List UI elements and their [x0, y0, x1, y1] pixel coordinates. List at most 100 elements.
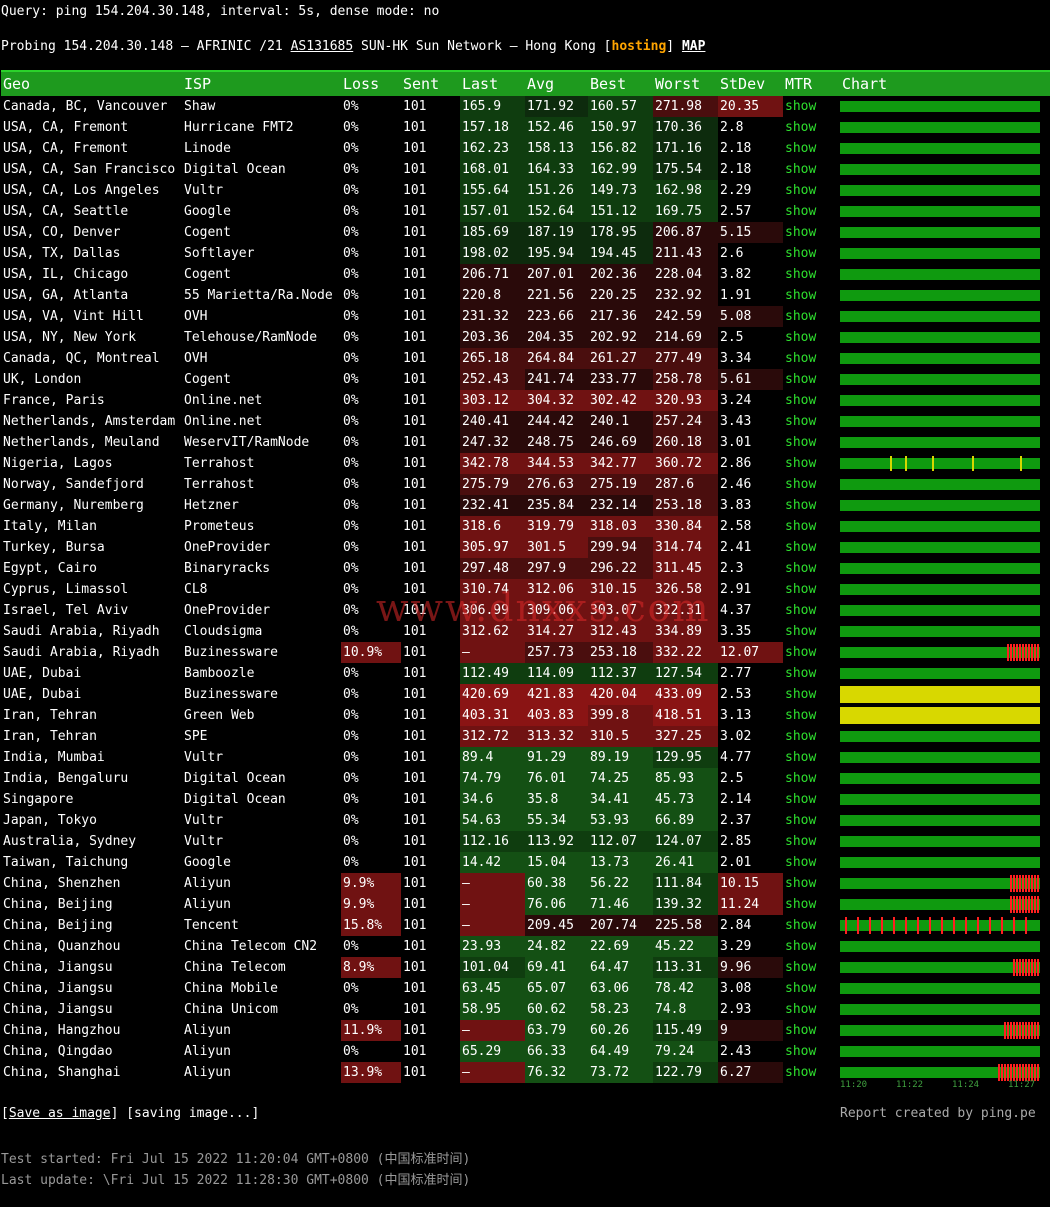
- mtr-show-link[interactable]: show: [785, 267, 817, 282]
- probe-prefix: Probing 154.204.30.148 — AFRINIC /21: [1, 39, 291, 54]
- mtr-show-link[interactable]: show: [785, 792, 817, 807]
- mtr-show-link[interactable]: show: [785, 876, 817, 891]
- cell-sent: 101: [403, 729, 427, 744]
- cell-best: 275.19: [588, 474, 653, 495]
- cell-last: 65.29: [460, 1041, 525, 1062]
- mtr-show-link[interactable]: show: [785, 162, 817, 177]
- mtr-show-link[interactable]: show: [785, 687, 817, 702]
- ping-results-table: Geo ISP Loss Sent Last Avg Best Worst StDev MTR Ch…: [1, 70, 1050, 1083]
- latency-sparkline: [840, 306, 1050, 327]
- latency-sparkline: [840, 96, 1050, 117]
- mtr-show-link[interactable]: show: [785, 1044, 817, 1059]
- cell-loss: 13.9%: [341, 1062, 401, 1083]
- cell-avg: 235.84: [525, 495, 588, 516]
- cell-geo: China, Shenzhen: [3, 876, 121, 891]
- mtr-show-link[interactable]: show: [785, 666, 817, 681]
- asn-link[interactable]: AS131685: [290, 39, 354, 54]
- mtr-show-link[interactable]: show: [785, 120, 817, 135]
- mtr-show-link[interactable]: show: [785, 309, 817, 324]
- map-link[interactable]: MAP: [681, 39, 706, 54]
- mtr-show-link[interactable]: show: [785, 1002, 817, 1017]
- mtr-show-link[interactable]: show: [785, 1023, 817, 1038]
- sparkline-bar: [840, 206, 1040, 217]
- cell-worst: 334.89: [653, 621, 718, 642]
- mtr-show-link[interactable]: show: [785, 498, 817, 513]
- cell-geo: India, Bengaluru: [3, 771, 129, 786]
- cell-last: 306.99: [460, 600, 525, 621]
- mtr-show-link[interactable]: show: [785, 771, 817, 786]
- cell-best: 89.19: [588, 747, 653, 768]
- mtr-show-link[interactable]: show: [785, 813, 817, 828]
- cell-best: 299.94: [588, 537, 653, 558]
- loss-mark: [1013, 917, 1015, 934]
- cell-worst: 162.98: [653, 180, 718, 201]
- sparkline-bar: [840, 584, 1040, 595]
- cell-avg: 207.01: [525, 264, 588, 285]
- mtr-show-link[interactable]: show: [785, 519, 817, 534]
- mtr-show-link[interactable]: show: [785, 246, 817, 261]
- mtr-show-link[interactable]: show: [785, 540, 817, 555]
- mtr-show-link[interactable]: show: [785, 1065, 817, 1080]
- mtr-show-link[interactable]: show: [785, 477, 817, 492]
- mtr-show-link[interactable]: show: [785, 918, 817, 933]
- cell-loss: 9.9%: [341, 873, 401, 894]
- cell-last: 74.79: [460, 768, 525, 789]
- mtr-show-link[interactable]: show: [785, 435, 817, 450]
- mtr-show-link[interactable]: show: [785, 456, 817, 471]
- header-last: Last: [460, 70, 525, 96]
- mtr-show-link[interactable]: show: [785, 183, 817, 198]
- mtr-show-link[interactable]: show: [785, 225, 817, 240]
- cell-isp: OneProvider: [184, 540, 271, 555]
- cell-loss: 0%: [343, 414, 359, 429]
- mtr-show-link[interactable]: show: [785, 939, 817, 954]
- mtr-show-link[interactable]: show: [785, 99, 817, 114]
- mtr-show-link[interactable]: show: [785, 141, 817, 156]
- mtr-show-link[interactable]: show: [785, 834, 817, 849]
- mtr-show-link[interactable]: show: [785, 603, 817, 618]
- cell-geo: Netherlands, Amsterdam: [3, 414, 176, 429]
- save-as-image-link[interactable]: Save as image: [8, 1106, 111, 1121]
- cell-loss: 0%: [343, 351, 359, 366]
- cell-sent: 101: [403, 834, 427, 849]
- cell-geo: Israel, Tel Aviv: [3, 603, 129, 618]
- mtr-show-link[interactable]: show: [785, 414, 817, 429]
- cell-geo: USA, CA, Los Angeles: [3, 183, 160, 198]
- mtr-show-link[interactable]: show: [785, 960, 817, 975]
- latency-sparkline: [840, 621, 1050, 642]
- cell-avg: 195.94: [525, 243, 588, 264]
- cell-worst: 232.92: [653, 285, 718, 306]
- latency-sparkline: [840, 1062, 1050, 1083]
- loss-mark: [1016, 896, 1018, 913]
- cell-stdev: 10.15: [718, 873, 783, 894]
- latency-sparkline: [840, 1041, 1050, 1062]
- cell-geo: China, Beijing: [3, 918, 113, 933]
- mtr-show-link[interactable]: show: [785, 393, 817, 408]
- mtr-show-link[interactable]: show: [785, 330, 817, 345]
- loss-mark: [1010, 1064, 1012, 1081]
- cell-avg: 151.26: [525, 180, 588, 201]
- mtr-show-link[interactable]: show: [785, 645, 817, 660]
- mtr-show-link[interactable]: show: [785, 855, 817, 870]
- mtr-show-link[interactable]: show: [785, 204, 817, 219]
- cell-worst: 287.6: [653, 474, 718, 495]
- loss-mark: [1013, 1022, 1015, 1039]
- mtr-show-link[interactable]: show: [785, 624, 817, 639]
- mtr-show-link[interactable]: show: [785, 582, 817, 597]
- mtr-show-link[interactable]: show: [785, 561, 817, 576]
- cell-geo: USA, CA, Seattle: [3, 204, 129, 219]
- cell-loss: 0%: [343, 771, 359, 786]
- sparkline-bar: [840, 773, 1040, 784]
- mtr-show-link[interactable]: show: [785, 897, 817, 912]
- header-isp: ISP: [182, 70, 341, 96]
- cell-last: 54.63: [460, 810, 525, 831]
- mtr-show-link[interactable]: show: [785, 708, 817, 723]
- mtr-show-link[interactable]: show: [785, 351, 817, 366]
- table-row: UAE, Dubai Bamboozle 0% 101 112.49 114.09 112.…: [1, 663, 1050, 684]
- mtr-show-link[interactable]: show: [785, 372, 817, 387]
- cell-loss: 0%: [343, 99, 359, 114]
- mtr-show-link[interactable]: show: [785, 288, 817, 303]
- loss-mark: [1028, 875, 1030, 892]
- mtr-show-link[interactable]: show: [785, 729, 817, 744]
- mtr-show-link[interactable]: show: [785, 750, 817, 765]
- mtr-show-link[interactable]: show: [785, 981, 817, 996]
